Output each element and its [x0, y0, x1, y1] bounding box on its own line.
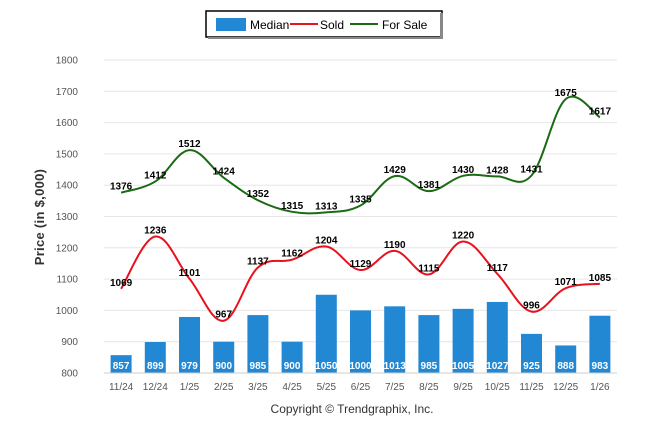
bar-value-label: 979 [181, 361, 198, 372]
x-axis-ticks: 11/24 12/24 1/25 2/25 3/25 4/25 5/25 6/25 7/25 8/… [109, 382, 610, 393]
y-tick-label: 1200 [56, 243, 79, 254]
legend-shadow-bottom [208, 37, 443, 39]
y-tick-label: 900 [61, 337, 78, 348]
series-lines [121, 97, 600, 321]
x-tick-label: 5/25 [317, 382, 337, 393]
point-label-sold: 1162 [281, 249, 303, 260]
legend-label-for-sale: For Sale [382, 18, 428, 32]
x-tick-label: 3/25 [248, 382, 268, 393]
bar-value-label: 1005 [452, 361, 475, 372]
point-label-for-sale: 1315 [281, 201, 304, 212]
bar-value-label: 1000 [349, 361, 372, 372]
point-label-sold: 1129 [350, 259, 372, 270]
point-label-sold: 1069 [110, 278, 133, 289]
point-label-sold: 1085 [589, 273, 612, 284]
point-label-sold: 1117 [487, 263, 509, 274]
x-tick-label: 12/25 [553, 382, 578, 393]
x-tick-label: 8/25 [419, 382, 439, 393]
y-tick-label: 1100 [56, 275, 78, 286]
bar-value-label: 1050 [315, 361, 338, 372]
bar-value-label: 983 [592, 361, 609, 372]
point-label-sold: 1204 [315, 236, 338, 247]
y-tick-label: 1500 [56, 149, 79, 160]
x-tick-label: 9/25 [453, 382, 473, 393]
legend-shadow-right [440, 13, 443, 39]
bar-value-label: 888 [557, 361, 574, 372]
x-tick-label: 4/25 [282, 382, 302, 393]
point-label-sold: 1101 [179, 268, 201, 279]
legend-label-median: Median [250, 18, 289, 32]
point-label-for-sale: 1617 [589, 106, 612, 117]
bar-value-label: 899 [147, 361, 164, 372]
chart: 800 900 1000 1100 1200 1300 1400 1500 1600 1700 18… [0, 0, 646, 434]
point-label-sold: 1115 [418, 263, 440, 274]
copyright-footer: Copyright © Trendgraphix, Inc. [271, 402, 434, 416]
bar-value-label: 1013 [384, 361, 407, 372]
point-label-for-sale: 1352 [247, 189, 270, 200]
x-tick-label: 7/25 [385, 382, 405, 393]
bar-value-label: 985 [421, 361, 438, 372]
point-label-for-sale: 1429 [384, 165, 407, 176]
y-axis-label: Price (in $,000) [32, 169, 47, 266]
x-tick-label: 2/25 [214, 382, 234, 393]
point-label-for-sale: 1428 [486, 165, 509, 176]
x-tick-label: 12/24 [143, 382, 168, 393]
x-tick-label: 10/25 [485, 382, 510, 393]
point-label-sold: 1190 [384, 240, 406, 251]
bar-value-label: 900 [284, 361, 301, 372]
point-label-sold: 1220 [452, 231, 475, 242]
legend: Median Sold For Sale [206, 11, 443, 39]
point-label-for-sale: 1313 [315, 201, 338, 212]
x-tick-label: 1/25 [180, 382, 200, 393]
point-label-sold: 1137 [247, 257, 269, 268]
bar-value-label: 857 [113, 361, 130, 372]
y-tick-label: 1800 [56, 56, 79, 67]
bar-value-label: 1027 [486, 361, 509, 372]
point-label-sold: 967 [215, 310, 232, 321]
y-tick-label: 1000 [56, 306, 79, 317]
legend-swatch-median [216, 18, 246, 31]
y-tick-label: 800 [61, 369, 78, 380]
bar-value-label: 985 [250, 361, 267, 372]
point-label-for-sale: 1376 [110, 182, 133, 193]
point-label-for-sale: 1512 [178, 139, 201, 150]
y-tick-label: 1700 [56, 87, 79, 98]
bar-value-label: 900 [215, 361, 232, 372]
y-tick-label: 1300 [56, 212, 79, 223]
y-axis-ticks: 800 900 1000 1100 1200 1300 1400 1500 1600 1700 18… [56, 56, 79, 380]
point-label-for-sale: 1430 [452, 165, 475, 176]
y-tick-label: 1400 [56, 181, 79, 192]
point-label-for-sale: 1424 [213, 167, 236, 178]
point-label-for-sale: 1431 [520, 164, 543, 175]
x-tick-label: 1/26 [590, 382, 610, 393]
point-label-for-sale: 1381 [418, 180, 441, 191]
point-label-sold: 1071 [555, 277, 578, 288]
point-label-sold: 996 [523, 301, 540, 312]
x-tick-label: 11/25 [519, 382, 544, 393]
legend-label-sold: Sold [320, 18, 344, 32]
point-label-for-sale: 1675 [555, 88, 578, 99]
point-label-for-sale: 1335 [349, 195, 372, 206]
x-tick-label: 11/24 [109, 382, 134, 393]
y-tick-label: 1600 [56, 118, 79, 129]
x-tick-label: 6/25 [351, 382, 371, 393]
point-label-for-sale: 1412 [144, 170, 167, 181]
bar-value-label: 925 [523, 361, 540, 372]
chart-svg: 800 900 1000 1100 1200 1300 1400 1500 1600 1700 18… [0, 0, 646, 434]
point-label-sold: 1236 [144, 226, 167, 237]
